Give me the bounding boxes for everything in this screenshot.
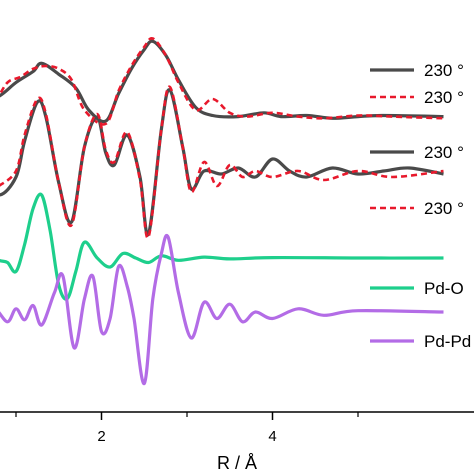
series-line-5 xyxy=(0,192,444,301)
legend-label-6: Pd-Pd xyxy=(424,332,471,351)
x-axis-label: R / Å xyxy=(217,453,257,473)
series-layer xyxy=(0,36,444,386)
series-line-6 xyxy=(0,234,444,386)
legend-label-4: 230 ° xyxy=(424,199,464,218)
legend: 230 ° 230 ° 230 ° 230 ° Pd-O Pd-Pd xyxy=(370,61,471,351)
series-line-2 xyxy=(0,36,444,126)
series-line-3 xyxy=(0,88,444,237)
x-tick-label-2: 2 xyxy=(97,428,105,445)
series-line-1 xyxy=(0,39,444,124)
legend-label-2: 230 ° xyxy=(424,88,464,107)
legend-label-5: Pd-O xyxy=(424,279,464,298)
legend-label-1: 230 ° xyxy=(424,61,464,80)
x-tick-label-4: 4 xyxy=(268,428,276,445)
series-line-4 xyxy=(0,85,444,240)
legend-label-3: 230 ° xyxy=(424,143,464,162)
